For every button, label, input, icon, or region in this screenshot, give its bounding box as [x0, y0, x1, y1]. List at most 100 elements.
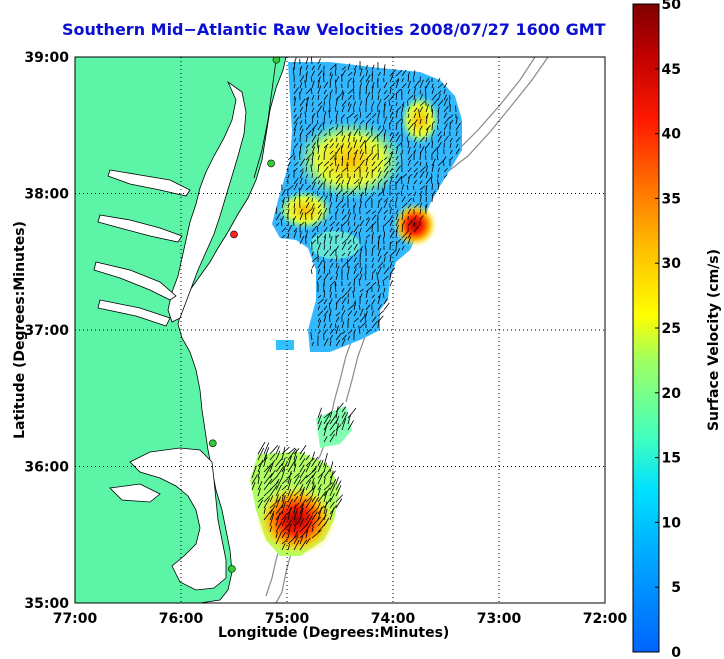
- velocity-arrow: [341, 69, 347, 77]
- velocity-arrow: [310, 164, 313, 173]
- velocity-arrow: [347, 142, 351, 149]
- velocity-arrow: [299, 529, 308, 539]
- velocity-arrow: [287, 470, 292, 485]
- velocity-arrow: [353, 323, 355, 329]
- velocity-arrow: [257, 470, 261, 479]
- velocity-arrow: [359, 288, 364, 293]
- velocity-arrow: [263, 488, 273, 497]
- lon-tick-label: 72:00: [583, 611, 628, 627]
- velocity-arrow: [389, 198, 394, 203]
- velocity-arrow: [275, 222, 280, 227]
- velocity-arrow: [335, 476, 339, 485]
- velocity-arrow: [317, 420, 322, 431]
- velocity-arrow: [353, 69, 357, 77]
- velocity-arrow: [323, 138, 328, 143]
- velocity-arrow: [293, 87, 299, 95]
- velocity-arrow: [317, 414, 322, 425]
- velocity-arrow: [413, 161, 419, 167]
- velocity-arrow: [293, 116, 300, 125]
- velocity-arrow: [293, 107, 297, 113]
- velocity-arrow: [305, 221, 307, 227]
- velocity-arrow: [425, 115, 428, 125]
- velocity-arrow: [335, 97, 339, 107]
- velocity-arrow: [377, 262, 384, 269]
- velocity-arrow: [395, 161, 400, 167]
- velocity-arrow: [364, 188, 367, 197]
- velocity-arrow: [347, 63, 351, 71]
- velocity-arrow: [311, 511, 318, 521]
- velocity-arrow: [425, 154, 427, 161]
- velocity-arrow: [365, 74, 371, 83]
- velocity-arrow: [311, 481, 315, 491]
- velocity-arrow: [341, 158, 344, 167]
- velocity-arrow: [371, 101, 375, 107]
- velocity-arrow: [311, 203, 315, 209]
- velocity-arrow: [436, 154, 439, 161]
- velocity-arrow: [371, 125, 374, 131]
- velocity-arrow: [353, 65, 358, 71]
- velocity-arrow: [341, 261, 348, 269]
- colorbar-tick-label: 45: [662, 62, 681, 78]
- velocity-arrow: [341, 179, 344, 185]
- velocity-arrow: [407, 219, 413, 227]
- velocity-arrow: [335, 316, 340, 323]
- velocity-arrow: [455, 116, 458, 125]
- velocity-arrow: [317, 173, 322, 179]
- velocity-arrow: [389, 174, 395, 179]
- colorbar-label: Surface Velocity (cm/s): [706, 248, 722, 432]
- velocity-arrow: [299, 177, 303, 185]
- velocity-arrow: [293, 83, 296, 89]
- velocity-arrow: [323, 111, 327, 119]
- velocity-arrow: [371, 178, 376, 185]
- velocity-arrow: [359, 112, 362, 119]
- velocity-arrow: [401, 213, 404, 221]
- y-axis-label: Latitude (Degrees:Minutes): [11, 221, 28, 439]
- velocity-arrow: [323, 490, 328, 503]
- velocity-arrow: [317, 474, 323, 485]
- colorbar-tick-label: 40: [662, 127, 682, 143]
- velocity-arrow: [323, 272, 329, 281]
- velocity-arrow: [365, 217, 370, 221]
- velocity-arrow: [437, 182, 440, 191]
- velocity-arrow: [317, 470, 326, 479]
- velocity-arrow: [395, 123, 398, 131]
- velocity-arrow: [341, 238, 349, 245]
- velocity-arrow: [317, 330, 321, 335]
- velocity-arrow: [329, 119, 333, 125]
- velocity-arrow: [383, 179, 388, 185]
- velocity-arrow: [371, 310, 374, 317]
- velocity-arrow: [359, 227, 362, 233]
- velocity-arrow: [401, 231, 408, 239]
- velocity-arrow: [413, 202, 420, 209]
- velocity-arrow: [257, 459, 264, 473]
- velocity-arrow: [358, 232, 361, 239]
- velocity-arrow: [352, 81, 355, 89]
- velocity-arrow: [323, 298, 328, 305]
- velocity-arrow: [365, 99, 367, 107]
- velocity-arrow: [341, 135, 346, 143]
- velocity-arrow: [317, 76, 321, 83]
- velocity-arrow: [401, 184, 405, 191]
- velocity-vectors: [251, 57, 461, 551]
- velocity-arrow: [377, 310, 385, 317]
- velocity-arrow: [437, 142, 442, 149]
- velocity-arrow: [317, 180, 321, 185]
- velocity-arrow: [347, 239, 352, 245]
- velocity-arrow: [298, 194, 301, 203]
- velocity-arrow: [251, 474, 258, 485]
- velocity-arrow: [317, 163, 320, 173]
- velocity-arrow: [407, 232, 412, 239]
- velocity-arrow: [269, 453, 276, 461]
- colorbar-tick-label: 25: [662, 321, 681, 337]
- velocity-arrow: [431, 83, 434, 89]
- velocity-arrow: [431, 163, 435, 173]
- colorbar-tick-label: 0: [671, 645, 681, 659]
- velocity-arrow: [311, 146, 315, 155]
- velocity-arrow: [347, 414, 352, 425]
- velocity-arrow: [455, 143, 459, 149]
- velocity-arrow: [287, 447, 296, 455]
- velocity-arrow: [359, 75, 365, 83]
- velocity-arrow: [317, 275, 322, 281]
- velocity-arrow: [328, 110, 331, 119]
- velocity-arrow: [383, 231, 386, 239]
